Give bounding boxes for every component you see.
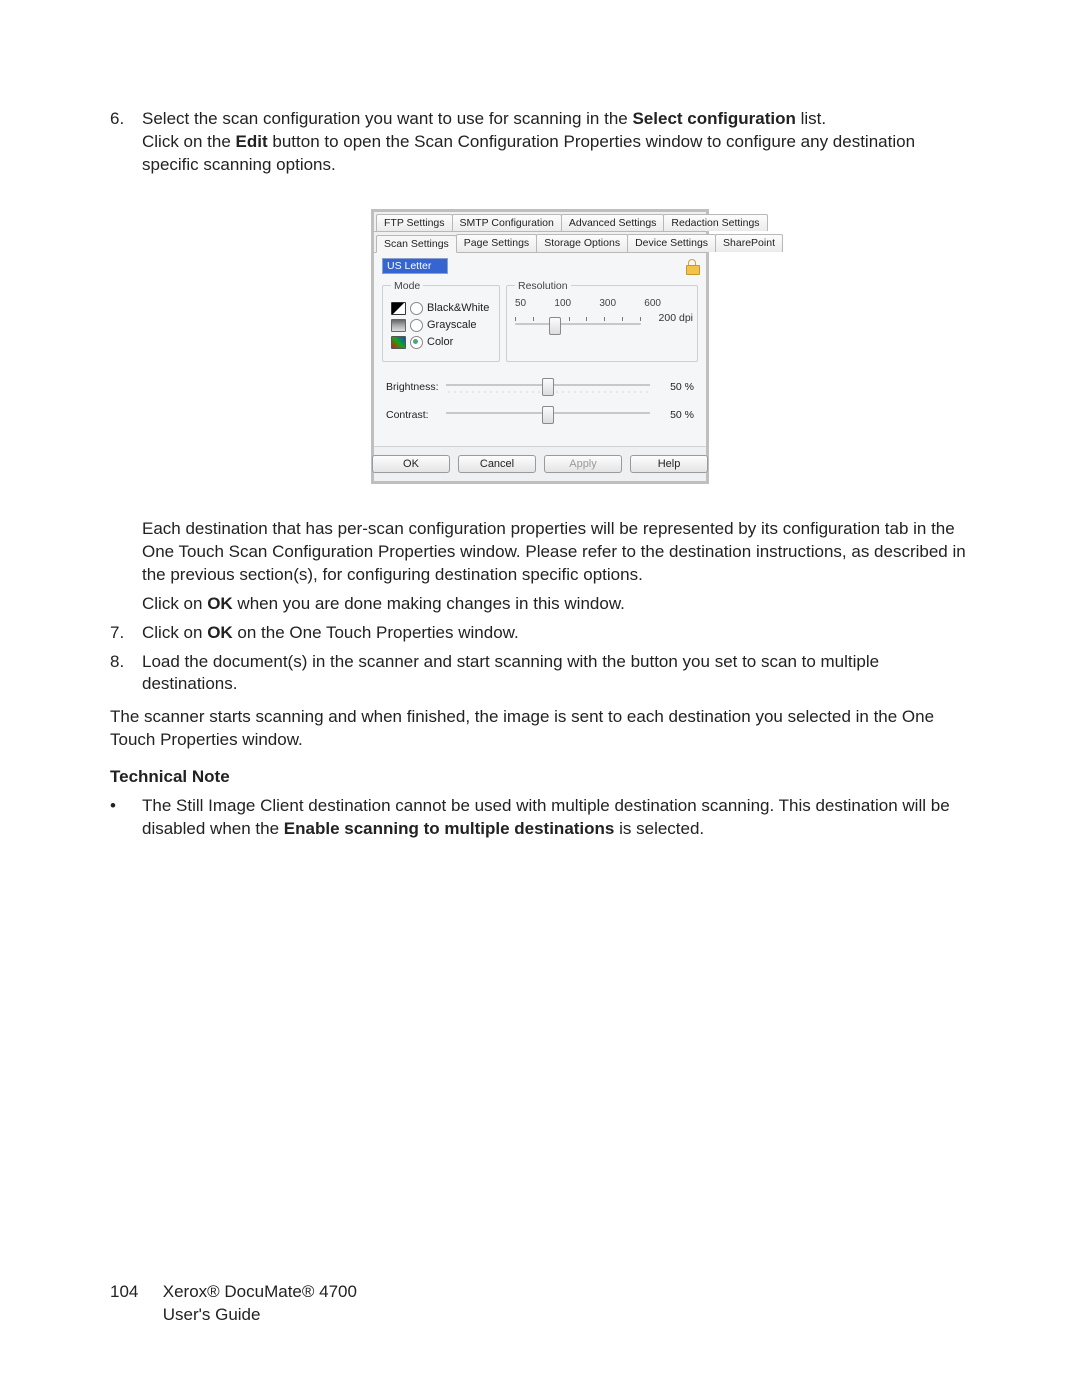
- step-6: 6. Select the scan configuration you wan…: [110, 108, 970, 177]
- tab-page-settings[interactable]: Page Settings: [456, 234, 537, 252]
- tab-device-settings[interactable]: Device Settings: [627, 234, 716, 252]
- mode-group: Mode Black&White Grayscale: [382, 280, 500, 362]
- mode-legend: Mode: [391, 280, 423, 292]
- tick-label: 600: [644, 298, 661, 309]
- post-dialog-para-1: Each destination that has per-scan confi…: [142, 518, 970, 587]
- technical-note-heading: Technical Note: [110, 766, 970, 789]
- tick-label: 100: [554, 298, 571, 309]
- contrast-row: Contrast: 50 %: [386, 404, 694, 426]
- resolution-slider[interactable]: [515, 313, 641, 331]
- text-bold: OK: [207, 594, 233, 613]
- tab-smtp-configuration[interactable]: SMTP Configuration: [452, 214, 562, 231]
- resolution-legend: Resolution: [515, 280, 571, 292]
- contrast-label: Contrast:: [386, 409, 446, 421]
- tab-row-2: Scan Settings Page Settings Storage Opti…: [374, 232, 706, 253]
- cancel-button[interactable]: Cancel: [458, 455, 536, 473]
- mode-label: Black&White: [427, 302, 489, 314]
- tab-ftp-settings[interactable]: FTP Settings: [376, 214, 453, 231]
- radio-gray[interactable]: [410, 319, 423, 332]
- text: is selected.: [614, 819, 704, 838]
- tab-advanced-settings[interactable]: Advanced Settings: [561, 214, 665, 231]
- resolution-scale-labels: 50 100 300 600: [515, 298, 689, 309]
- grayscale-icon: [391, 319, 406, 332]
- step-7-number: 7.: [110, 622, 142, 645]
- brightness-slider[interactable]: [446, 376, 650, 398]
- help-button[interactable]: Help: [630, 455, 708, 473]
- tick-label: 300: [599, 298, 616, 309]
- bw-icon: [391, 302, 406, 315]
- resolution-value: 200 dpi: [659, 312, 693, 324]
- contrast-value: 50 %: [658, 409, 694, 421]
- page-number: 104: [110, 1281, 158, 1304]
- step-8-text: Load the document(s) in the scanner and …: [142, 651, 970, 697]
- step-8: 8. Load the document(s) in the scanner a…: [110, 651, 970, 697]
- brightness-value: 50 %: [658, 381, 694, 393]
- contrast-thumb[interactable]: [542, 406, 554, 424]
- page-footer: 104 Xerox® DocuMate® 4700 User's Guide: [110, 1281, 357, 1327]
- mode-option-bw[interactable]: Black&White: [391, 302, 491, 315]
- scan-config-dialog: FTP Settings SMTP Configuration Advanced…: [371, 209, 709, 484]
- dialog-buttons: OK Cancel Apply Help: [374, 446, 706, 481]
- tab-row-1: FTP Settings SMTP Configuration Advanced…: [374, 212, 706, 232]
- brightness-label: Brightness:: [386, 381, 446, 393]
- text-bold: Select configuration: [632, 109, 795, 128]
- footer-line-2: User's Guide: [163, 1305, 261, 1324]
- step-6-line1: Select the scan configuration you want t…: [142, 108, 970, 131]
- radio-color[interactable]: [410, 336, 423, 349]
- dialog-body: US Letter Mode Black&White: [374, 253, 706, 446]
- tab-storage-options[interactable]: Storage Options: [536, 234, 628, 252]
- text: Click on: [142, 594, 207, 613]
- text: on the One Touch Properties window.: [233, 623, 519, 642]
- bullet-dot: •: [110, 795, 142, 841]
- resolution-thumb[interactable]: [549, 317, 561, 335]
- mode-label: Grayscale: [427, 319, 477, 331]
- text: Select the scan configuration you want t…: [142, 109, 632, 128]
- text: Click on: [142, 623, 207, 642]
- text-bold: Enable scanning to multiple destinations: [284, 819, 615, 838]
- tab-sharepoint[interactable]: SharePoint: [715, 234, 783, 252]
- brightness-row: Brightness: 50 %: [386, 376, 694, 398]
- step-8-number: 8.: [110, 651, 142, 697]
- lock-icon[interactable]: [686, 259, 698, 273]
- technical-note-bullet: • The Still Image Client destination can…: [110, 795, 970, 841]
- tab-redaction-settings[interactable]: Redaction Settings: [663, 214, 767, 231]
- tab-scan-settings[interactable]: Scan Settings: [376, 235, 457, 253]
- resolution-group: Resolution 50 100 300 600: [506, 280, 698, 362]
- mode-option-gray[interactable]: Grayscale: [391, 319, 491, 332]
- color-icon: [391, 336, 406, 349]
- tick-label: 50: [515, 298, 526, 309]
- contrast-slider[interactable]: [446, 404, 650, 426]
- text-bold: OK: [207, 623, 233, 642]
- closing-paragraph: The scanner starts scanning and when fin…: [110, 706, 970, 752]
- step-6-line2: Click on the Edit button to open the Sca…: [142, 131, 970, 177]
- ok-button[interactable]: OK: [372, 455, 450, 473]
- text-bold: Edit: [236, 132, 268, 151]
- config-name-field[interactable]: US Letter: [382, 258, 448, 274]
- apply-button[interactable]: Apply: [544, 455, 622, 473]
- step-7: 7. Click on OK on the One Touch Properti…: [110, 622, 970, 645]
- text: Click on the: [142, 132, 236, 151]
- radio-bw[interactable]: [410, 302, 423, 315]
- mode-label: Color: [427, 336, 453, 348]
- step-6-number: 6.: [110, 108, 142, 177]
- footer-line-1: Xerox® DocuMate® 4700: [163, 1282, 357, 1301]
- text: when you are done making changes in this…: [233, 594, 625, 613]
- dialog-screenshot: FTP Settings SMTP Configuration Advanced…: [110, 209, 970, 484]
- text: list.: [796, 109, 826, 128]
- post-dialog-para-2: Click on OK when you are done making cha…: [142, 593, 970, 616]
- mode-option-color[interactable]: Color: [391, 336, 491, 349]
- brightness-thumb[interactable]: [542, 378, 554, 396]
